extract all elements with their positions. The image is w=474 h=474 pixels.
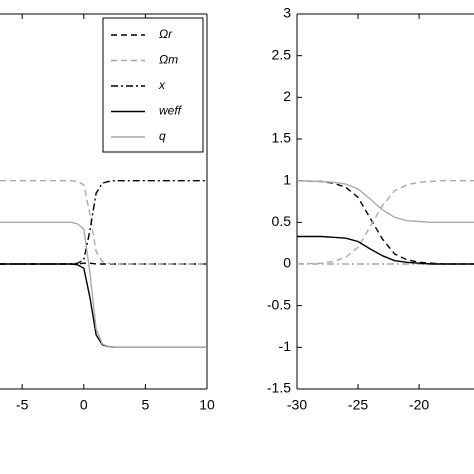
y-tick-label: 2 [283,88,291,104]
y-tick-label: 2.5 [272,46,292,62]
series-line [297,235,474,265]
x-tick-label: 5 [141,397,149,413]
y-tick-label: -0.5 [267,296,291,312]
y-tick-label: 0.5 [272,213,292,229]
legend-box [102,17,204,153]
series-line [296,180,474,223]
y-tick-label: 3 [283,5,291,21]
legend-label: Ωm [159,53,178,67]
series-line [0,263,207,348]
y-tick-label: 1.5 [272,130,292,146]
series-line [296,180,474,265]
series-line [0,221,207,348]
legend-label: Ωr [159,27,173,41]
x-tick-label: -30 [287,397,307,413]
legend-label: x [158,78,166,92]
legend-label: q [159,129,166,143]
y-tick-label: 1 [283,171,291,187]
series-line [0,180,207,265]
x-tick-label: 0 [80,397,88,413]
x-tick-label: -5 [16,397,29,413]
y-tick-label: -1 [279,338,292,354]
x-tick-label: 10 [199,397,215,413]
y-tick-label: -1.5 [267,380,291,396]
x-tick-label: -20 [409,397,429,413]
x-tick-label: -25 [348,397,368,413]
y-tick-label: 0 [283,255,291,271]
legend-label: weff [159,104,183,118]
